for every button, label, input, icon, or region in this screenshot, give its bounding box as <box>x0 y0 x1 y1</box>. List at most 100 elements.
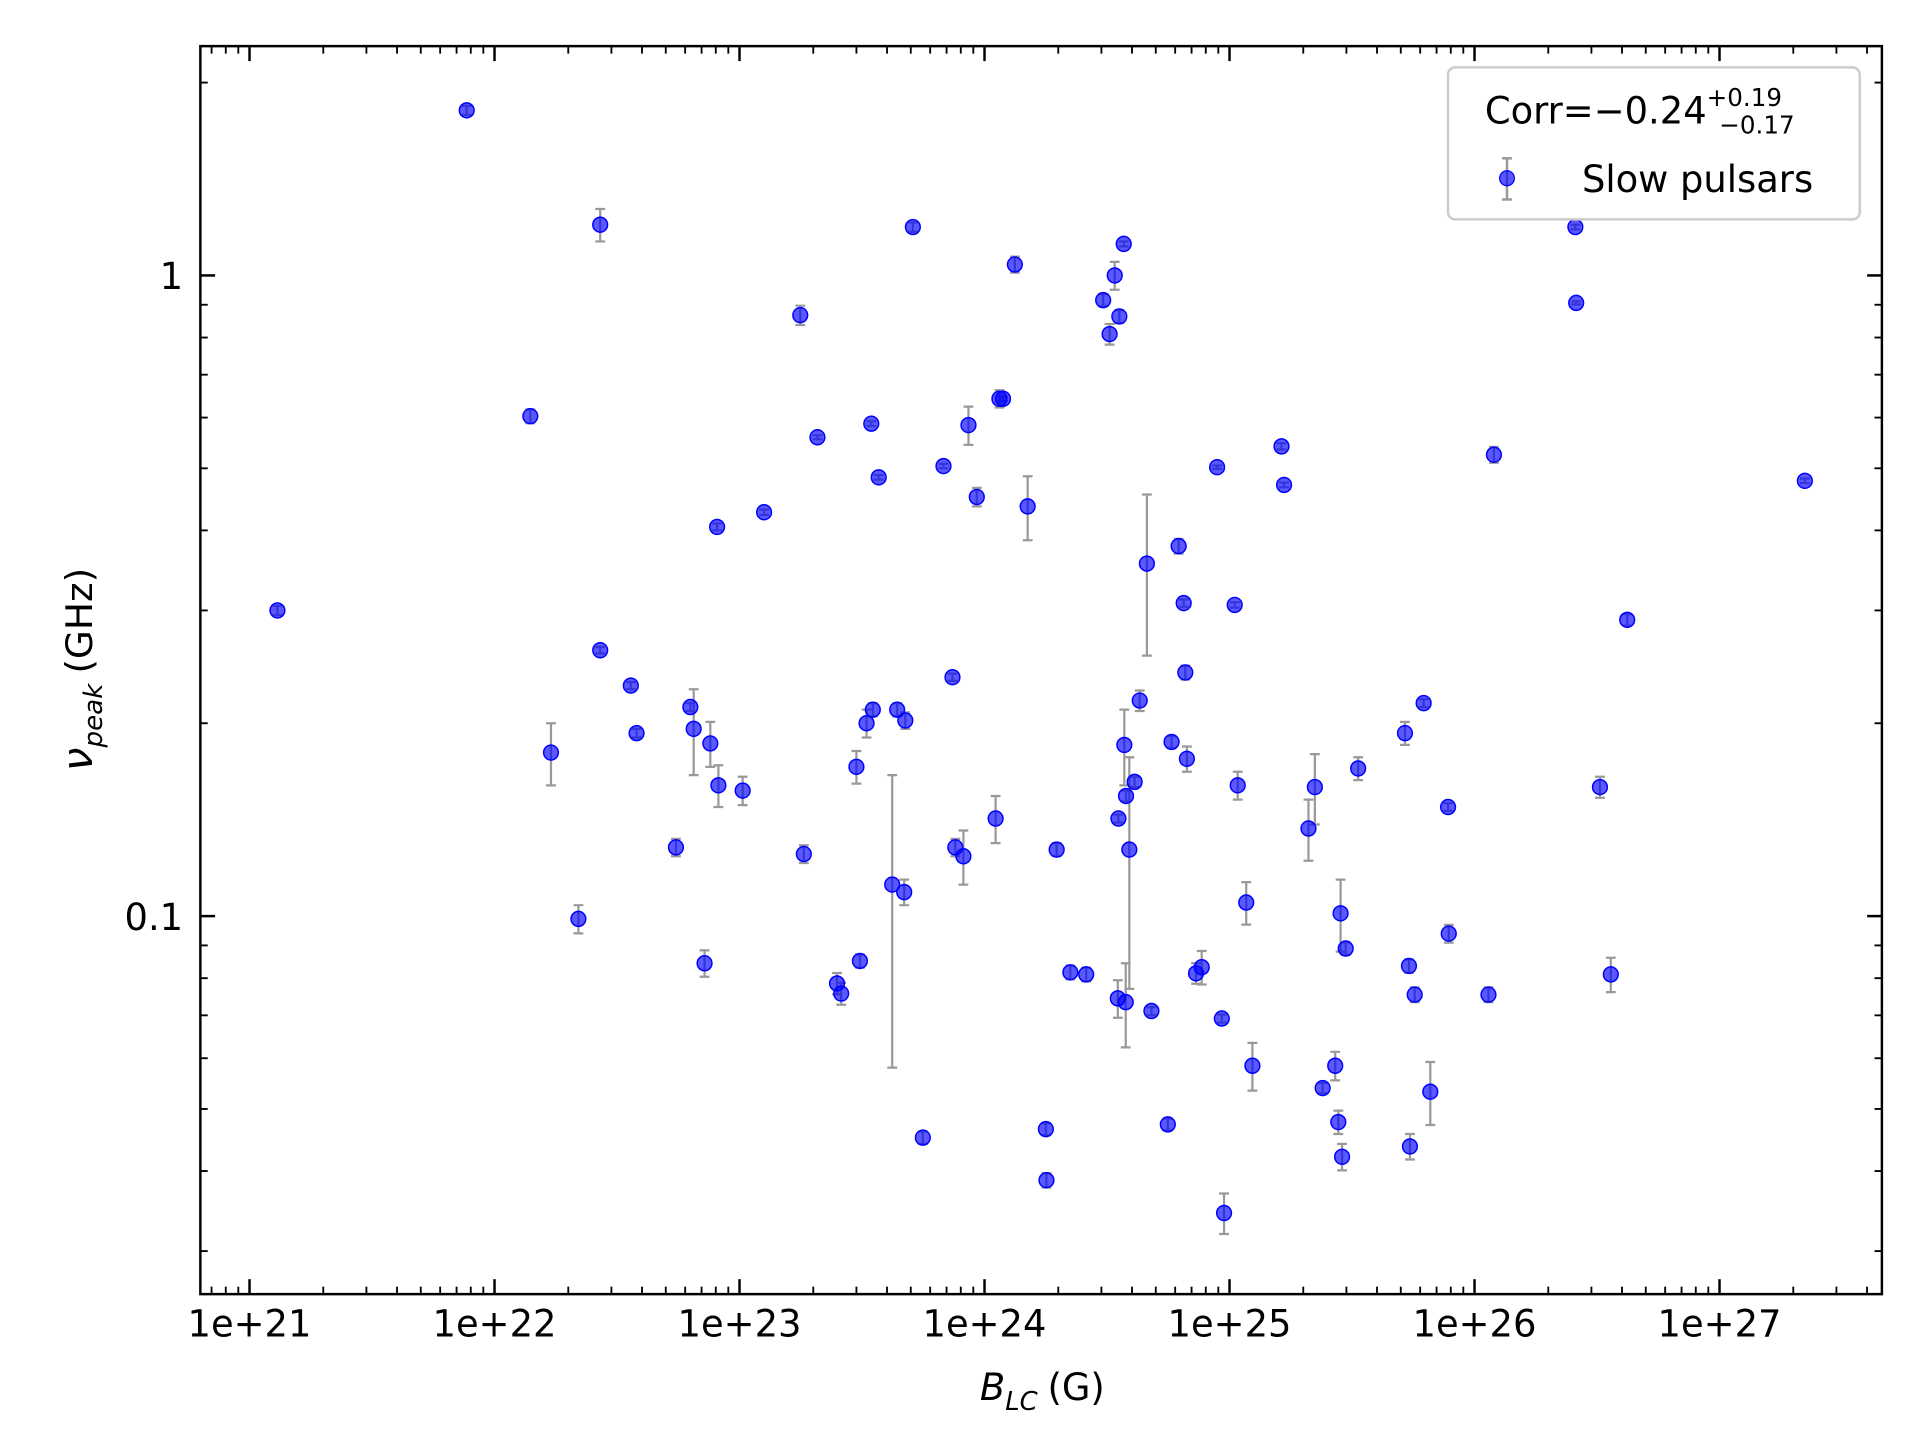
data-point <box>1400 957 1418 975</box>
x-tick-label: 1e+22 <box>433 1302 557 1345</box>
data-point <box>1273 438 1290 455</box>
data-point <box>848 758 865 776</box>
plot-frame <box>199 44 1884 1296</box>
data-point <box>1209 458 1226 476</box>
data-point <box>1177 664 1194 681</box>
data-point <box>1116 736 1133 754</box>
data-point <box>696 955 713 972</box>
data-point <box>1244 1057 1261 1074</box>
data-point <box>994 390 1012 407</box>
data-point <box>1480 986 1497 1003</box>
data-point <box>1314 1079 1331 1097</box>
data-point <box>1038 1172 1055 1189</box>
data-point <box>1229 777 1246 794</box>
error-bar <box>887 773 898 1069</box>
data-point <box>935 457 952 475</box>
data-point <box>1126 773 1143 791</box>
data-point <box>1048 841 1065 858</box>
data-point <box>1275 476 1293 494</box>
data-point <box>1796 472 1813 490</box>
data-point <box>628 724 645 742</box>
data-point <box>833 985 850 1002</box>
data-point <box>1350 760 1367 777</box>
data-point <box>1619 611 1636 629</box>
data-point <box>1006 256 1023 273</box>
data-point <box>792 306 809 324</box>
data-point <box>944 668 961 686</box>
data-point <box>1078 966 1095 983</box>
error-bar <box>1141 493 1152 657</box>
data-point <box>1401 1138 1419 1155</box>
data-point <box>1115 235 1132 253</box>
x-tick-label: 1e+26 <box>1413 1302 1537 1345</box>
data-point <box>734 782 751 799</box>
data-point <box>1332 905 1349 922</box>
data-point <box>522 407 539 425</box>
data-point <box>1337 940 1354 957</box>
data-point <box>1213 1010 1230 1027</box>
legend-box <box>1446 66 1861 221</box>
data-point <box>809 429 826 446</box>
data-point <box>968 488 985 506</box>
data-point <box>1439 798 1457 816</box>
data-point <box>1138 555 1156 572</box>
data-point <box>851 952 869 970</box>
data-point <box>1117 787 1135 805</box>
data-point <box>1062 964 1079 981</box>
data-point <box>955 848 972 865</box>
data-point <box>1226 596 1243 614</box>
x-tick-label: 1e+21 <box>188 1302 312 1345</box>
data-point <box>1602 966 1619 983</box>
data-point <box>1415 694 1432 712</box>
data-point <box>1019 498 1036 515</box>
legend-title: Corr=−0.24+0.19 −0.17 <box>1485 83 1795 140</box>
data-point <box>987 810 1004 827</box>
data-point <box>1306 778 1323 796</box>
data-point <box>1330 1113 1347 1131</box>
x-axis-label: BLC (G) <box>980 1366 1105 1417</box>
data-point <box>1440 925 1457 942</box>
data-point <box>863 415 880 432</box>
data-point <box>1170 537 1187 555</box>
data-point <box>1143 1002 1160 1020</box>
data-point <box>1117 993 1134 1011</box>
data-point <box>622 677 639 694</box>
y-tick-label: 1 <box>160 255 183 298</box>
data-point <box>708 518 726 536</box>
data-point <box>960 416 977 434</box>
data-point <box>1159 1116 1176 1133</box>
data-point <box>1095 291 1112 309</box>
data-point <box>896 883 913 901</box>
data-point <box>1131 692 1148 709</box>
data-point <box>1163 733 1180 751</box>
data-point <box>897 712 914 729</box>
data-point <box>864 701 881 718</box>
x-tick-label: 1e+24 <box>923 1302 1047 1345</box>
y-tick-label: 0.1 <box>125 896 184 939</box>
data-point <box>570 910 587 928</box>
data-point <box>667 839 685 856</box>
data-point <box>870 469 887 486</box>
data-point <box>269 602 286 619</box>
data-point <box>1121 841 1138 858</box>
data-point <box>884 876 901 893</box>
data-point <box>1101 325 1118 343</box>
data-point <box>858 715 875 732</box>
data-point <box>904 218 921 236</box>
data-point <box>1568 294 1585 312</box>
data-point <box>1406 986 1423 1003</box>
data-point <box>592 642 609 659</box>
data-point <box>1422 1083 1439 1100</box>
data-point <box>542 744 560 761</box>
x-tick-label: 1e+25 <box>1168 1302 1292 1345</box>
data-point <box>1111 308 1128 325</box>
legend-marker <box>1499 170 1515 187</box>
data-point <box>1300 820 1317 837</box>
data-point <box>458 102 475 119</box>
data-point <box>1333 1148 1351 1166</box>
data-point <box>755 503 773 521</box>
y-axis-label: νpeak(GHz) <box>53 568 109 771</box>
data-point <box>1110 810 1127 827</box>
